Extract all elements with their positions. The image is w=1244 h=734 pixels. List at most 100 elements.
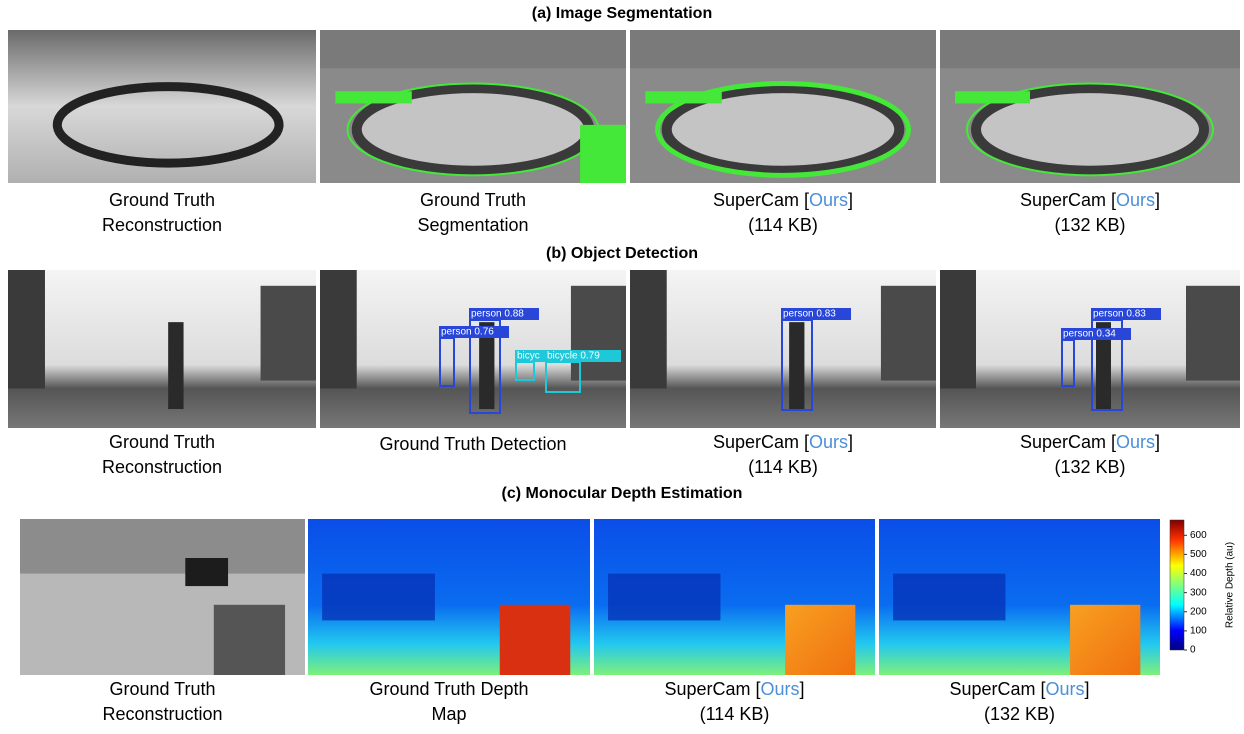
- depth-wall: [322, 574, 435, 621]
- caption-text: (114 KB): [748, 457, 818, 477]
- caption: Ground Truth: [109, 432, 215, 452]
- section-title: (c) Monocular Depth Estimation: [502, 485, 743, 502]
- caption-text: ]: [1155, 190, 1160, 210]
- caption-text: Reconstruction: [102, 704, 222, 724]
- segment-edge: [580, 125, 626, 183]
- caption: Reconstruction: [102, 704, 222, 724]
- building: [881, 286, 936, 381]
- caption: Ground Truth Detection: [379, 434, 566, 454]
- caption: SuperCam [Ours]: [949, 679, 1089, 699]
- caption-text: Ground Truth Detection: [379, 434, 566, 454]
- caption-text: ]: [848, 190, 853, 210]
- caption-text: ]: [800, 679, 805, 699]
- caption-text: Reconstruction: [102, 457, 222, 477]
- caption-text: Map: [431, 704, 466, 724]
- segment-edge: [335, 91, 412, 103]
- caption: Ground Truth: [109, 679, 215, 699]
- segment-wall: [940, 30, 1240, 68]
- colorbar-label: Relative Depth (au): [1225, 542, 1236, 628]
- caption: Ground Truth: [420, 190, 526, 210]
- building: [320, 270, 357, 389]
- caption-text: (132 KB): [1054, 215, 1125, 235]
- image: [940, 270, 1240, 428]
- colorbar-tick-label: 300: [1190, 587, 1207, 598]
- ceiling: [20, 519, 305, 574]
- caption: (114 KB): [748, 215, 818, 235]
- caption: Segmentation: [417, 215, 528, 235]
- caption-text: ]: [1155, 432, 1160, 452]
- colorbar-tick-label: 400: [1190, 568, 1207, 579]
- colorbar-tick-label: 500: [1190, 549, 1207, 560]
- image: [594, 519, 875, 675]
- section-title: (b) Object Detection: [546, 245, 698, 262]
- caption: (114 KB): [748, 457, 818, 477]
- detection-label: bicyc: [517, 351, 540, 362]
- image: [630, 30, 936, 183]
- caption-text: Ground Truth: [109, 679, 215, 699]
- caption-text: SuperCam [: [1020, 432, 1116, 452]
- caption: (132 KB): [1054, 215, 1125, 235]
- caption-text: SuperCam [: [949, 679, 1045, 699]
- caption: SuperCam [Ours]: [1020, 432, 1160, 452]
- section-title: (a) Image Segmentation: [532, 5, 712, 22]
- caption: SuperCam [Ours]: [713, 190, 853, 210]
- detection-label: bicycle 0.79: [547, 351, 600, 362]
- caption-link: Ours: [1046, 679, 1085, 699]
- caption-text: SuperCam [: [713, 190, 809, 210]
- building: [940, 270, 976, 389]
- building: [1186, 286, 1240, 381]
- depth-wall: [608, 574, 720, 621]
- image: [8, 30, 316, 183]
- caption: Reconstruction: [102, 457, 222, 477]
- figure: (a) Image Segmentation Ground Truth Recons…: [0, 0, 1244, 729]
- segment-wall: [630, 30, 936, 68]
- caption-text: (114 KB): [748, 215, 818, 235]
- image: [308, 519, 590, 675]
- person: [789, 322, 804, 409]
- colorbar-tick-label: 600: [1190, 530, 1207, 541]
- detection-label: person 0.88: [471, 309, 524, 320]
- caption-text: Ground Truth: [109, 432, 215, 452]
- building: [8, 270, 45, 389]
- caption-link: Ours: [1116, 432, 1155, 452]
- detection-label: person 0.83: [783, 309, 836, 320]
- caption: (132 KB): [1054, 457, 1125, 477]
- depth-chair: [785, 605, 855, 675]
- caption-text: Ground Truth Depth: [369, 679, 528, 699]
- caption-link: Ours: [809, 432, 848, 452]
- caption-text: SuperCam [: [1020, 190, 1116, 210]
- image: [20, 519, 305, 675]
- segment-wall: [320, 30, 626, 68]
- caption-link: Ours: [761, 679, 800, 699]
- caption-text: (132 KB): [1054, 457, 1125, 477]
- caption-text: ]: [848, 432, 853, 452]
- colorbar-tick-label: 100: [1190, 626, 1207, 637]
- caption-text: SuperCam [: [713, 432, 809, 452]
- segment-edge: [645, 91, 722, 103]
- image: [940, 30, 1240, 183]
- caption: SuperCam [Ours]: [664, 679, 804, 699]
- image: [320, 30, 626, 183]
- colorbar-tick-label: 0: [1190, 645, 1196, 656]
- image: [879, 519, 1160, 675]
- depth-chair: [500, 605, 571, 675]
- caption: Reconstruction: [102, 215, 222, 235]
- detection-label: person 0.34: [1063, 329, 1116, 340]
- caption: SuperCam [Ours]: [1020, 190, 1160, 210]
- image: [8, 270, 316, 428]
- depth-wall: [893, 574, 1005, 621]
- colorbar: [1170, 520, 1184, 650]
- caption-text: (114 KB): [700, 704, 770, 724]
- caption-text: Ground Truth: [420, 190, 526, 210]
- caption-text: Ground Truth: [109, 190, 215, 210]
- caption-link: Ours: [809, 190, 848, 210]
- caption: SuperCam [Ours]: [713, 432, 853, 452]
- building: [630, 270, 667, 389]
- caption-text: ]: [1085, 679, 1090, 699]
- caption-text: Segmentation: [417, 215, 528, 235]
- image: [320, 270, 626, 428]
- depth-chair: [1070, 605, 1140, 675]
- caption-text: SuperCam [: [664, 679, 760, 699]
- caption: (114 KB): [700, 704, 770, 724]
- tv: [185, 558, 228, 586]
